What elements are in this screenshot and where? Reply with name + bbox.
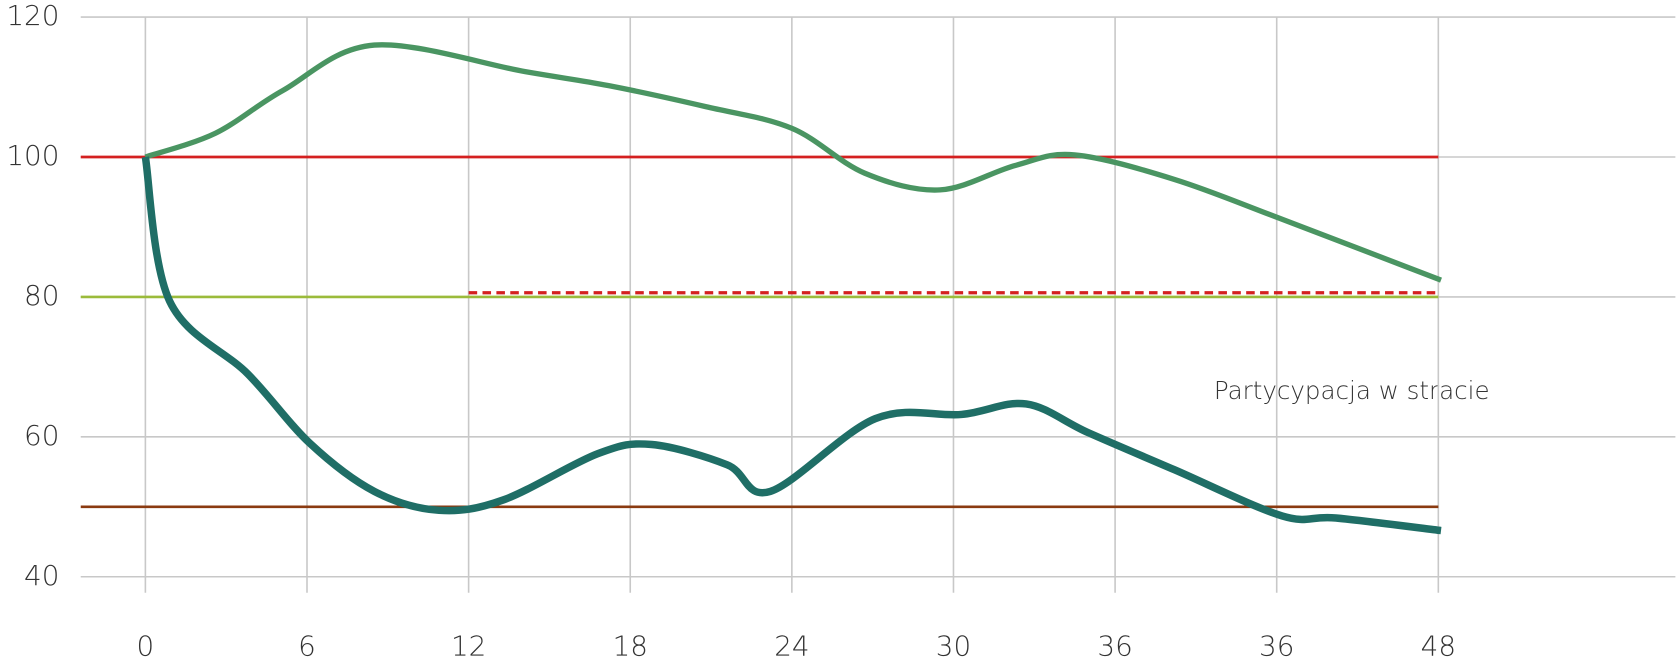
x-tick-label: 24: [774, 629, 809, 659]
data-line: [141, 156, 1442, 535]
x-tick-label: 12: [451, 629, 486, 659]
x-tick-label: 36: [1259, 629, 1294, 659]
annotation: Partycypacja w stracie: [1214, 376, 1490, 405]
x-tick-label: 36: [1097, 629, 1132, 659]
x-tick-label: 18: [613, 629, 648, 659]
data-line: [144, 42, 1442, 283]
y-tick-label: 60: [24, 419, 59, 452]
x-tick-label: 0: [137, 629, 155, 659]
x-tick-label: 48: [1421, 629, 1456, 659]
y-tick-label: 40: [24, 559, 59, 592]
x-tick-label: 30: [936, 629, 971, 659]
y-tick-label: 120: [6, 0, 59, 32]
y-tick-label: 100: [6, 139, 59, 172]
x-tick-label: 6: [298, 629, 316, 659]
y-tick-label: 80: [24, 279, 59, 312]
